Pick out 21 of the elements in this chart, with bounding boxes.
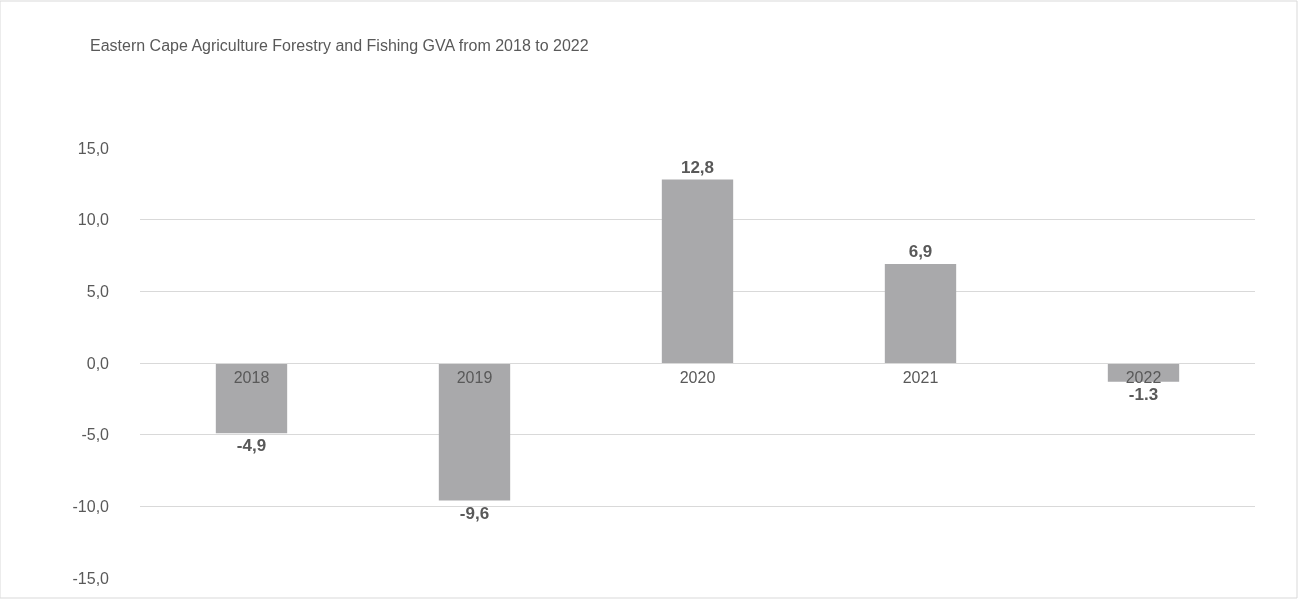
y-tick-label: 10,0 xyxy=(77,211,110,229)
y-tick-label: 0,0 xyxy=(86,354,110,372)
bar xyxy=(215,363,288,434)
y-tick-label: 5,0 xyxy=(86,282,110,300)
x-tick-label: 2018 xyxy=(233,369,270,387)
data-label: -1.3 xyxy=(1128,384,1159,404)
data-label: -9,6 xyxy=(459,503,490,523)
data-label: 6,9 xyxy=(908,242,933,262)
bar xyxy=(438,363,511,501)
chart-title: Eastern Cape Agriculture Forestry and Fishing GVA from 2018 to 2022 xyxy=(90,37,589,55)
y-tick-label: 15,0 xyxy=(77,139,110,157)
bar xyxy=(884,264,957,363)
x-tick-label: 2019 xyxy=(456,369,493,387)
x-tick-label: 2020 xyxy=(679,369,716,387)
bar xyxy=(661,179,734,363)
x-tick-label: 2021 xyxy=(902,369,939,387)
data-label: -4,9 xyxy=(236,436,267,456)
data-label: 12,8 xyxy=(680,157,715,177)
y-tick-label: -5,0 xyxy=(81,426,110,444)
y-tick-label: -15,0 xyxy=(72,569,110,587)
y-tick-label: -10,0 xyxy=(72,497,110,515)
